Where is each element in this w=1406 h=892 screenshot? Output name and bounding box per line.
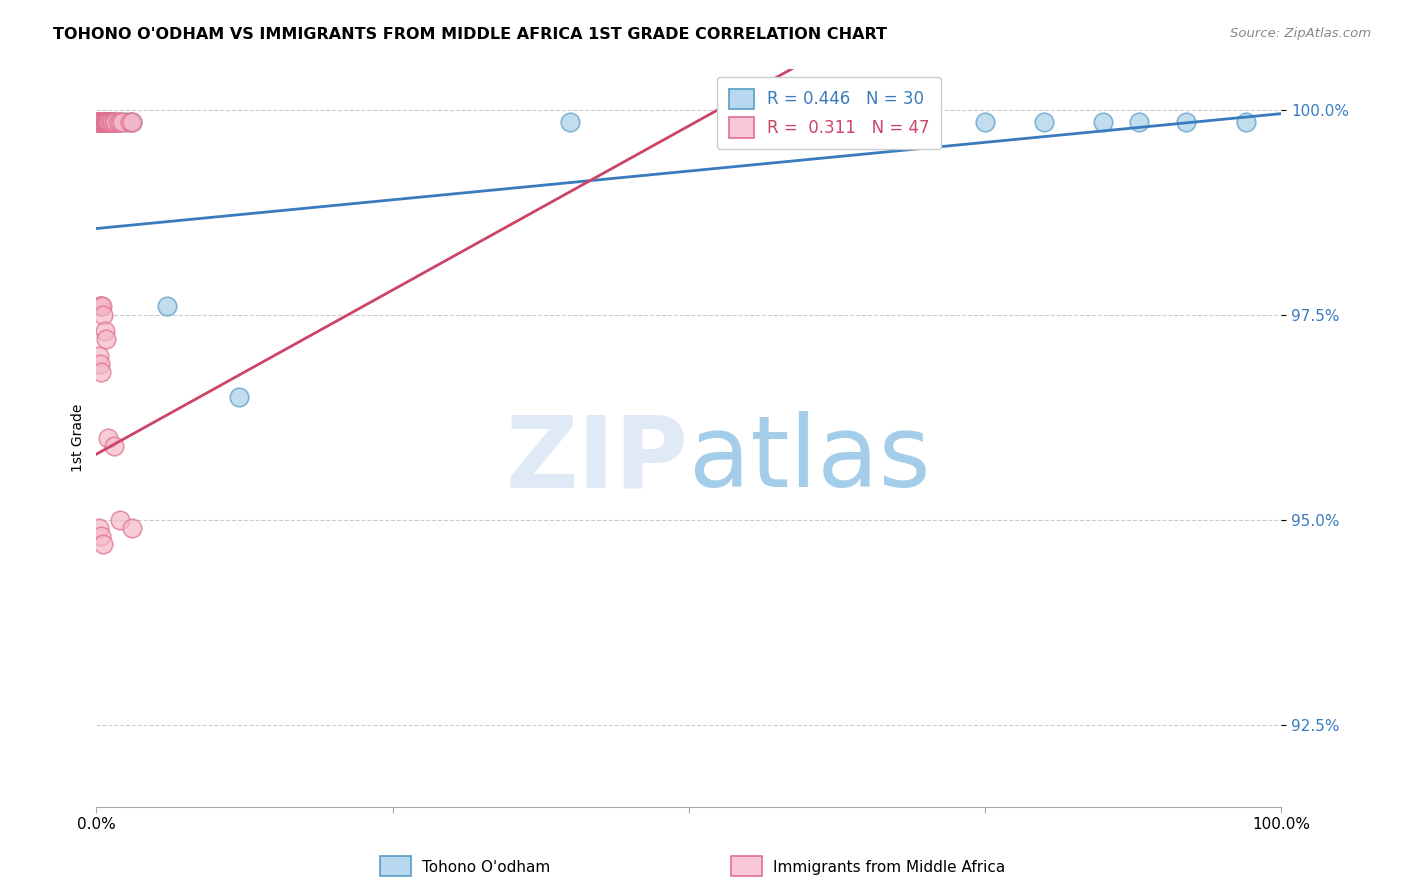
Point [86, 115, 108, 129]
Legend: R = 0.446   N = 30, R =  0.311   N = 47: R = 0.446 N = 30, R = 0.311 N = 47 [717, 77, 941, 149]
Point [108, 115, 131, 129]
Point [100, 115, 122, 129]
Point [94, 115, 117, 129]
Point [91, 115, 114, 129]
Text: Immigrants from Middle Africa: Immigrants from Middle Africa [773, 860, 1005, 874]
Point [93, 115, 115, 129]
Point [91, 300, 114, 314]
Point [87, 115, 110, 129]
Point [86, 115, 108, 129]
Point [97, 115, 120, 129]
Point [90, 365, 112, 379]
Point [121, 115, 143, 129]
Point [97, 115, 120, 129]
Point [100, 115, 122, 129]
Point [90, 115, 112, 129]
Point [1033, 115, 1056, 129]
Point [96, 115, 118, 129]
Point [98, 115, 121, 129]
Point [90, 115, 112, 129]
Point [228, 390, 250, 404]
Text: TOHONO O'ODHAM VS IMMIGRANTS FROM MIDDLE AFRICA 1ST GRADE CORRELATION CHART: TOHONO O'ODHAM VS IMMIGRANTS FROM MIDDLE… [53, 27, 887, 42]
Point [103, 115, 125, 129]
Text: Source: ZipAtlas.com: Source: ZipAtlas.com [1230, 27, 1371, 40]
Point [87, 349, 110, 363]
Point [86, 115, 108, 129]
Point [156, 300, 179, 314]
Point [855, 115, 877, 129]
Point [90, 115, 112, 129]
Point [87, 115, 110, 129]
Point [108, 115, 131, 129]
Point [93, 115, 115, 129]
Point [93, 537, 115, 551]
Point [89, 115, 111, 129]
Point [118, 115, 141, 129]
Point [94, 115, 117, 129]
Point [90, 300, 112, 314]
Point [974, 115, 997, 129]
Point [93, 308, 115, 322]
Point [93, 115, 115, 129]
Point [87, 115, 110, 129]
Point [94, 332, 117, 346]
Point [97, 431, 120, 445]
Point [1128, 115, 1150, 129]
Point [108, 513, 131, 527]
Point [1092, 115, 1115, 129]
Text: atlas: atlas [689, 411, 931, 508]
Point [100, 115, 122, 129]
Point [103, 439, 125, 453]
Point [121, 115, 143, 129]
Point [1234, 115, 1257, 129]
Point [89, 300, 111, 314]
Point [91, 115, 114, 129]
Point [111, 115, 134, 129]
Point [93, 115, 115, 129]
Point [104, 115, 127, 129]
Point [89, 115, 111, 129]
Point [121, 521, 143, 535]
Point [115, 115, 138, 129]
Point [89, 115, 111, 129]
Point [796, 115, 818, 129]
Point [89, 115, 111, 129]
Point [737, 115, 759, 129]
Point [891, 115, 914, 129]
Point [93, 324, 115, 338]
Point [93, 115, 115, 129]
Point [90, 529, 112, 543]
Y-axis label: 1st Grade: 1st Grade [72, 403, 86, 472]
Point [89, 115, 111, 129]
Point [107, 115, 129, 129]
Point [93, 115, 115, 129]
Point [94, 115, 117, 129]
Point [560, 115, 582, 129]
Text: ZIP: ZIP [506, 411, 689, 508]
Point [93, 115, 115, 129]
Text: Tohono O'odham: Tohono O'odham [422, 860, 550, 874]
Point [91, 115, 114, 129]
Point [89, 357, 111, 371]
Point [91, 115, 114, 129]
Point [96, 115, 118, 129]
Point [103, 115, 125, 129]
Point [87, 521, 110, 535]
Point [91, 115, 114, 129]
Point [1175, 115, 1198, 129]
